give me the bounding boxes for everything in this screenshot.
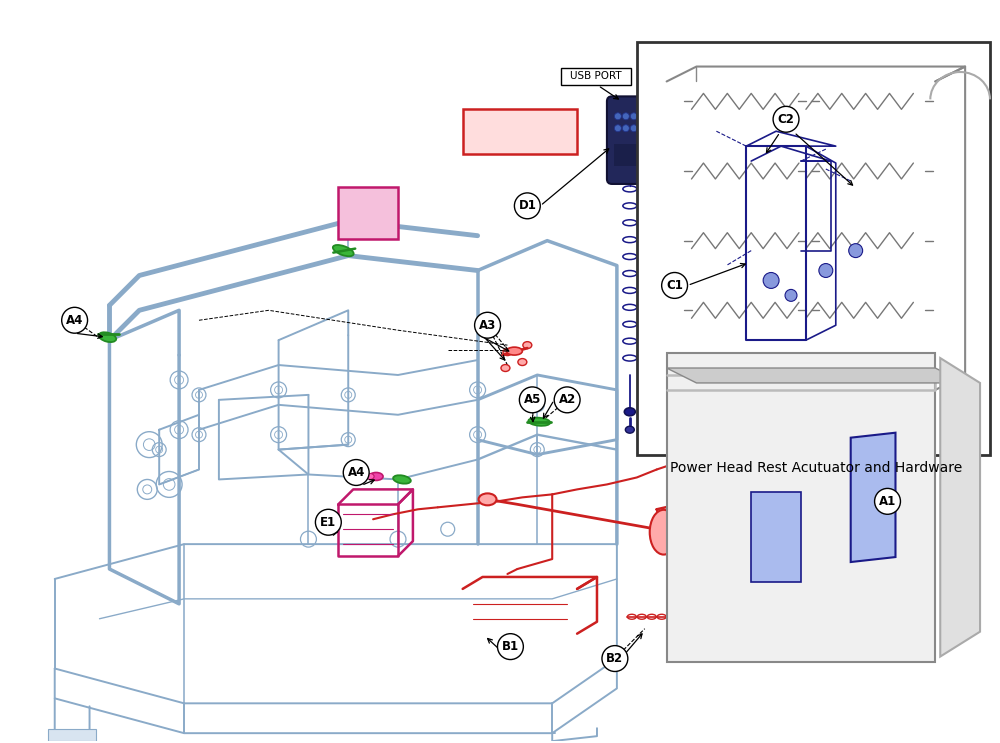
Ellipse shape [369, 473, 383, 481]
Circle shape [630, 125, 637, 132]
Ellipse shape [625, 426, 634, 433]
Circle shape [785, 290, 797, 302]
Ellipse shape [503, 348, 512, 356]
Circle shape [602, 646, 628, 672]
Text: D1: D1 [518, 199, 536, 212]
Text: Power Head Rest Acutuator and Hardware: Power Head Rest Acutuator and Hardware [670, 461, 962, 475]
Circle shape [62, 308, 88, 333]
Ellipse shape [669, 614, 681, 622]
Bar [637, 42, 990, 455]
Circle shape [662, 273, 688, 299]
Ellipse shape [523, 342, 532, 348]
Polygon shape [751, 493, 801, 582]
Circle shape [554, 387, 580, 413]
Circle shape [849, 244, 863, 258]
Circle shape [622, 113, 629, 120]
Text: USB PORT: USB PORT [570, 71, 622, 82]
Text: A2: A2 [559, 393, 576, 406]
Ellipse shape [506, 347, 522, 355]
Polygon shape [667, 368, 965, 383]
Ellipse shape [518, 359, 527, 366]
Text: E1: E1 [320, 516, 336, 529]
Ellipse shape [850, 460, 866, 470]
Circle shape [475, 312, 500, 338]
Ellipse shape [333, 245, 354, 256]
Ellipse shape [501, 365, 510, 372]
Circle shape [773, 106, 799, 132]
Circle shape [622, 125, 629, 132]
Polygon shape [940, 358, 980, 657]
Polygon shape [667, 353, 935, 661]
Text: A1: A1 [879, 495, 896, 508]
FancyBboxPatch shape [561, 68, 631, 85]
Circle shape [819, 264, 833, 277]
Text: A4: A4 [348, 466, 365, 479]
Circle shape [875, 488, 900, 514]
Circle shape [343, 460, 369, 485]
Ellipse shape [650, 510, 678, 554]
Text: A3: A3 [479, 319, 496, 331]
Ellipse shape [366, 473, 374, 479]
Circle shape [519, 387, 545, 413]
Circle shape [630, 113, 637, 120]
Polygon shape [657, 189, 871, 279]
Text: A5: A5 [524, 393, 541, 406]
Circle shape [514, 193, 540, 218]
Text: B1: B1 [502, 640, 519, 653]
Circle shape [614, 125, 621, 132]
Polygon shape [463, 109, 577, 154]
Ellipse shape [528, 418, 550, 426]
Text: C2: C2 [778, 113, 794, 126]
Ellipse shape [869, 478, 883, 487]
Text: C1: C1 [666, 279, 683, 292]
Polygon shape [851, 432, 895, 562]
Circle shape [763, 273, 779, 288]
Ellipse shape [479, 493, 496, 505]
Bar [48, 729, 96, 741]
FancyBboxPatch shape [607, 97, 653, 184]
Text: A4: A4 [66, 314, 83, 327]
Bar [614, 144, 646, 166]
Ellipse shape [393, 476, 411, 484]
Text: B2: B2 [606, 652, 623, 665]
Circle shape [497, 634, 523, 660]
Ellipse shape [99, 332, 116, 342]
Circle shape [315, 509, 341, 535]
Circle shape [614, 113, 621, 120]
Ellipse shape [624, 408, 635, 416]
Polygon shape [338, 187, 398, 239]
